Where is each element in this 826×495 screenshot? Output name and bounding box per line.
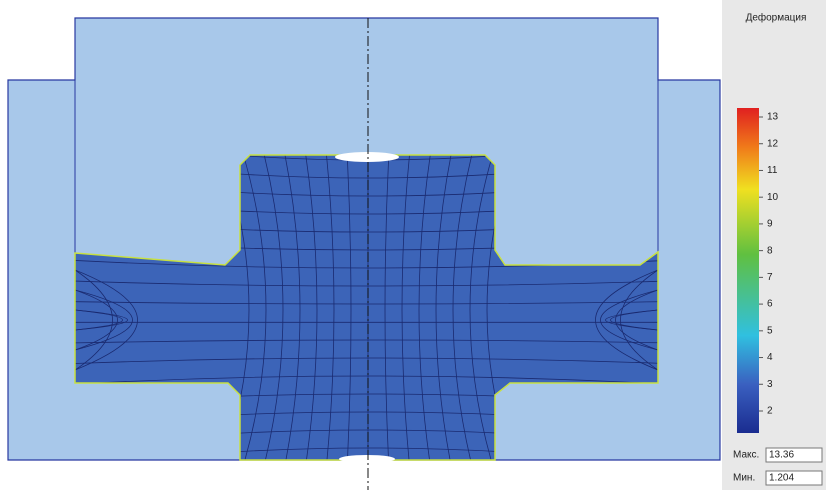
scale-tick-label: 9 [767, 219, 773, 230]
scale-tick-label: 3 [767, 379, 773, 390]
min-value: 1.204 [769, 473, 794, 484]
scale-tick-label: 13 [767, 112, 779, 123]
void-top [335, 152, 399, 162]
void-bottom [339, 455, 395, 463]
scale-tick-label: 11 [767, 165, 778, 176]
min-label: Мин. [733, 473, 755, 484]
mesh-line [70, 466, 670, 488]
max-label: Макс. [733, 450, 759, 461]
scale-tick-label: 4 [767, 352, 773, 363]
scale-tick-label: 6 [767, 299, 773, 310]
scale-tick-label: 12 [767, 138, 779, 149]
scale-tick-label: 8 [767, 245, 773, 256]
max-value: 13.36 [769, 450, 794, 461]
color-scale [737, 108, 759, 433]
legend-title: Деформация [746, 12, 807, 24]
scale-tick-label: 10 [767, 192, 779, 203]
scale-tick-label: 2 [767, 406, 773, 417]
scale-tick-label: 7 [767, 272, 773, 283]
scale-tick-label: 5 [767, 325, 773, 336]
